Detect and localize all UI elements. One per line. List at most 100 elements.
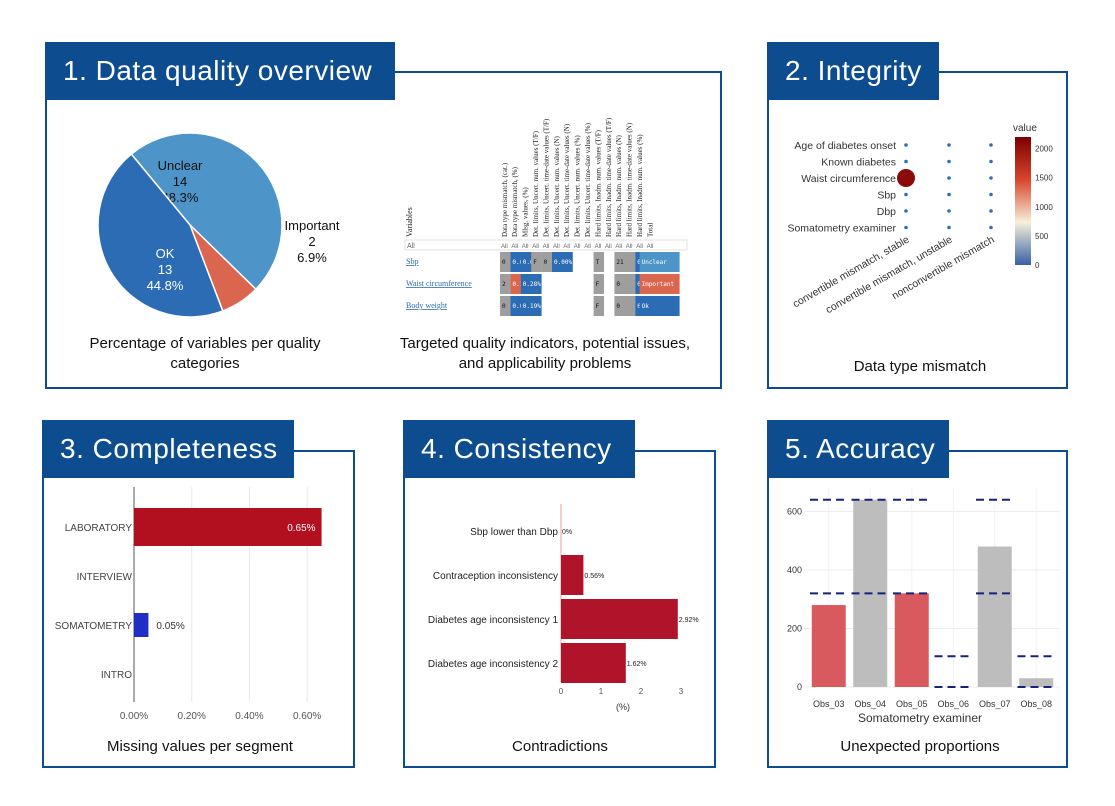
integrity-dot xyxy=(897,169,915,187)
table-filter-cell: All xyxy=(647,244,654,250)
integrity-dot xyxy=(947,225,951,230)
accuracy-bar xyxy=(977,546,1012,687)
consistency-bar-label: 1.62% xyxy=(627,661,647,668)
accuracy-x-tick: Obs_08 xyxy=(1020,699,1052,709)
completeness-bar-label: 0.65% xyxy=(287,523,315,534)
table-cell-bg xyxy=(593,274,604,294)
integrity-dot xyxy=(904,143,908,147)
accuracy-y-tick: 600 xyxy=(787,506,802,516)
caption-pie: Percentage of variables per quality cate… xyxy=(89,335,321,372)
integrity-dot xyxy=(989,209,993,213)
accuracy-x-tick: Obs_03 xyxy=(813,699,845,709)
table-column-header: Total xyxy=(646,223,654,237)
accuracy-x-tick: Obs_07 xyxy=(979,699,1011,709)
table-cell-bg xyxy=(593,252,604,272)
table-filter-cell: All xyxy=(501,244,508,250)
table-filter-cell: All xyxy=(543,244,550,250)
legend-tick: 2000 xyxy=(1035,145,1053,154)
table-cell: 0 xyxy=(544,259,548,266)
consistency-x-label: (%) xyxy=(616,702,630,712)
table-cell-bg xyxy=(500,274,511,294)
consistency-y-label: Sbp lower than Dbp xyxy=(470,527,558,538)
table-cell-bg xyxy=(520,296,542,316)
accuracy-x-tick: Obs_04 xyxy=(854,699,886,709)
pie-label-count: 2 xyxy=(308,234,315,249)
table-filter-cell: All xyxy=(511,244,518,250)
consistency-y-label: Diabetes age inconsistency 2 xyxy=(428,659,559,670)
pie-label-count: 13 xyxy=(158,262,172,277)
legend-tick: 1000 xyxy=(1035,203,1053,212)
table-filter-cell: All xyxy=(532,244,539,250)
caption-accuracy: Unexpected proportions xyxy=(840,738,1000,755)
integrity-dot xyxy=(947,159,951,164)
integrity-dot xyxy=(904,225,908,230)
consistency-x-tick: 0 xyxy=(559,687,564,696)
integrity-y-label: Known diabetes xyxy=(821,157,896,169)
table-cell: F xyxy=(596,303,600,310)
table-column-header: Det. limits, Uncert. num. values (T/F) xyxy=(532,130,540,237)
integrity-y-label: Dbp xyxy=(877,206,896,218)
table-cell-bg xyxy=(541,252,552,272)
table-row-header: Variables xyxy=(405,207,414,237)
accuracy-bar-chart: 0 200 400 600 Obs_03 Obs_04 Obs_05 Obs_06 Obs_07… xyxy=(787,488,1060,725)
pie-label-name: OK xyxy=(156,246,175,261)
integrity-y-label: Age of diabetes onset xyxy=(794,140,896,152)
completeness-x-tick: 0.40% xyxy=(235,711,263,722)
table-filter-all: All xyxy=(407,243,415,250)
accuracy-bar xyxy=(1019,678,1054,687)
consistency-bar xyxy=(561,555,584,595)
table-row-name: Body weight xyxy=(406,301,448,310)
panel-title-overview: 1. Data quality overview xyxy=(45,42,395,100)
table-cell: 0 xyxy=(502,303,506,310)
table-cell-bg xyxy=(639,252,680,272)
integrity-dot xyxy=(989,225,993,230)
accuracy-x-label: Somatometry examiner xyxy=(858,711,982,725)
accuracy-x-tick: Obs_06 xyxy=(937,699,969,709)
table-filter-cell: All xyxy=(605,244,612,250)
table-column-header: Det. limits, Uncert. num. values (N) xyxy=(553,135,561,237)
table-filter-cell: All xyxy=(563,244,570,250)
table-column-header: Hard limits, Inadm. time-date values (T/… xyxy=(605,117,613,237)
completeness-bar-label: 0.05% xyxy=(156,621,184,632)
integrity-y-label: Somatometry examiner xyxy=(787,223,896,235)
accuracy-y-tick: 200 xyxy=(787,623,802,633)
panel-title-completeness: 3. Completeness xyxy=(42,420,294,478)
table-cell: 0.28% xyxy=(523,281,541,288)
consistency-y-label: Diabetes age inconsistency 1 xyxy=(428,615,559,626)
table-filter-cell: All xyxy=(574,244,581,250)
table-cell-bg xyxy=(639,296,680,316)
integrity-dot xyxy=(947,143,951,147)
completeness-bar xyxy=(134,613,149,637)
table-filter-cell: All xyxy=(615,244,622,250)
pie-label-name: Unclear xyxy=(158,158,203,173)
consistency-bar-label: 0.56% xyxy=(584,573,604,580)
table-filter-cell: All xyxy=(626,244,633,250)
table-cell: 2 xyxy=(502,281,506,288)
table-filter-row xyxy=(404,239,688,251)
quality-indicator-table: Data type mismatch, (cat.) Data type mism… xyxy=(404,117,688,316)
table-cell: Important xyxy=(642,281,675,288)
integrity-dot xyxy=(989,192,993,197)
table-cell: F xyxy=(533,259,537,266)
consistency-bar-chart: 0 1 2 3 (%) Sbp lower than Dbp 0% Contraception… xyxy=(428,504,699,712)
completeness-x-tick: 0.00% xyxy=(120,711,148,722)
table-column-header: Det. limits, Uncert. time-date values (N… xyxy=(563,123,571,237)
integrity-dot-chart: Age of diabetes onset Known diabetes Waist… xyxy=(787,123,1053,316)
table-cell-bg xyxy=(520,274,542,294)
table-cell: 0 xyxy=(502,259,506,266)
table-column-header: Data type mismatch, (%) xyxy=(511,166,519,237)
integrity-dot xyxy=(904,159,908,164)
legend-colorbar xyxy=(1015,137,1031,265)
accuracy-y-tick: 400 xyxy=(787,565,802,575)
table-cell-bg xyxy=(614,252,636,272)
pie-label-percent: 6.9% xyxy=(297,250,327,265)
integrity-dot xyxy=(947,192,951,197)
table-cell: Unclear xyxy=(642,259,668,266)
table-filter-cell: All xyxy=(595,244,602,250)
table-filter-cell: All xyxy=(636,244,643,250)
table-cell: 21 xyxy=(616,259,624,266)
consistency-x-tick: 1 xyxy=(599,687,604,696)
table-cell: 0.19% xyxy=(523,303,541,310)
integrity-dot xyxy=(904,192,908,197)
